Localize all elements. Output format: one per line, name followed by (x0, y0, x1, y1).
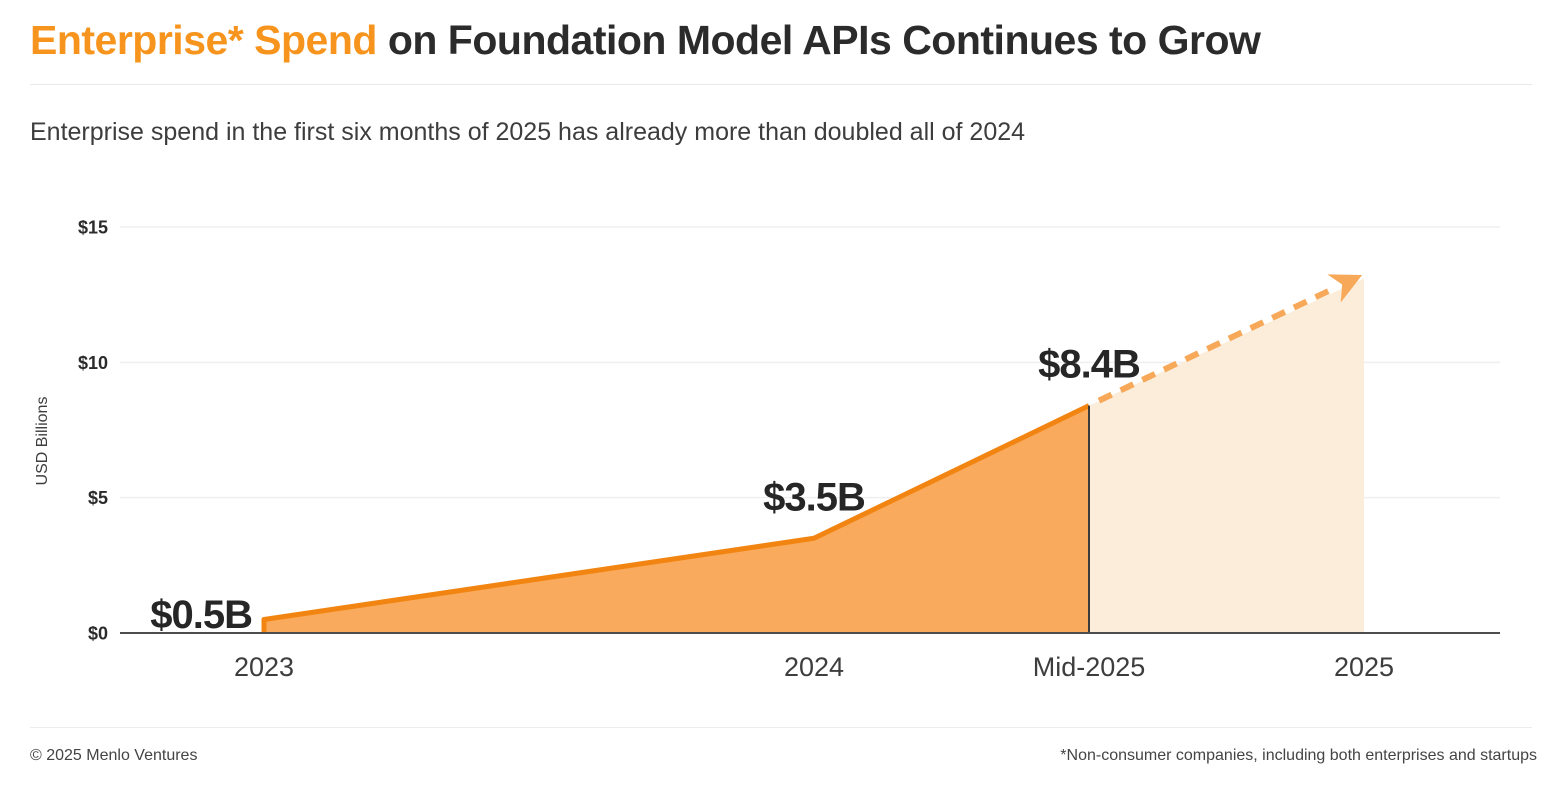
x-axis-tick-label: 2023 (234, 652, 294, 682)
y-axis-tick-label: $5 (88, 488, 108, 508)
page-title: Enterprise* Spend on Foundation Model AP… (30, 14, 1261, 66)
copyright-text: © 2025 Menlo Ventures (30, 747, 198, 764)
data-label: $0.5B (150, 593, 252, 637)
x-axis-tick-label: 2024 (784, 652, 844, 682)
y-axis-title: USD Billions (34, 397, 51, 486)
y-axis-tick-label: $15 (78, 218, 108, 238)
x-axis-tick-label: 2025 (1334, 652, 1394, 682)
y-axis-tick-label: $0 (88, 624, 108, 644)
title-rest: on Foundation Model APIs Continues to Gr… (387, 17, 1261, 63)
actual-spend-line (261, 403, 1091, 632)
y-axis-tick-label: $10 (78, 353, 108, 373)
footnote-text: *Non-consumer companies, including both … (1060, 747, 1537, 764)
x-axis-tick-label: Mid-2025 (1033, 652, 1146, 682)
projected-spend-area (1089, 278, 1364, 633)
projection-arrow (1097, 274, 1363, 404)
chart-subtitle: Enterprise spend in the first six months… (30, 118, 1026, 146)
footer-divider (30, 727, 1532, 728)
data-label: $3.5B (763, 475, 865, 519)
title-highlight: Enterprise* Spend (30, 17, 388, 63)
actual-spend-area (264, 405, 1089, 633)
title-divider (30, 84, 1532, 85)
data-label: $8.4B (1038, 343, 1140, 387)
